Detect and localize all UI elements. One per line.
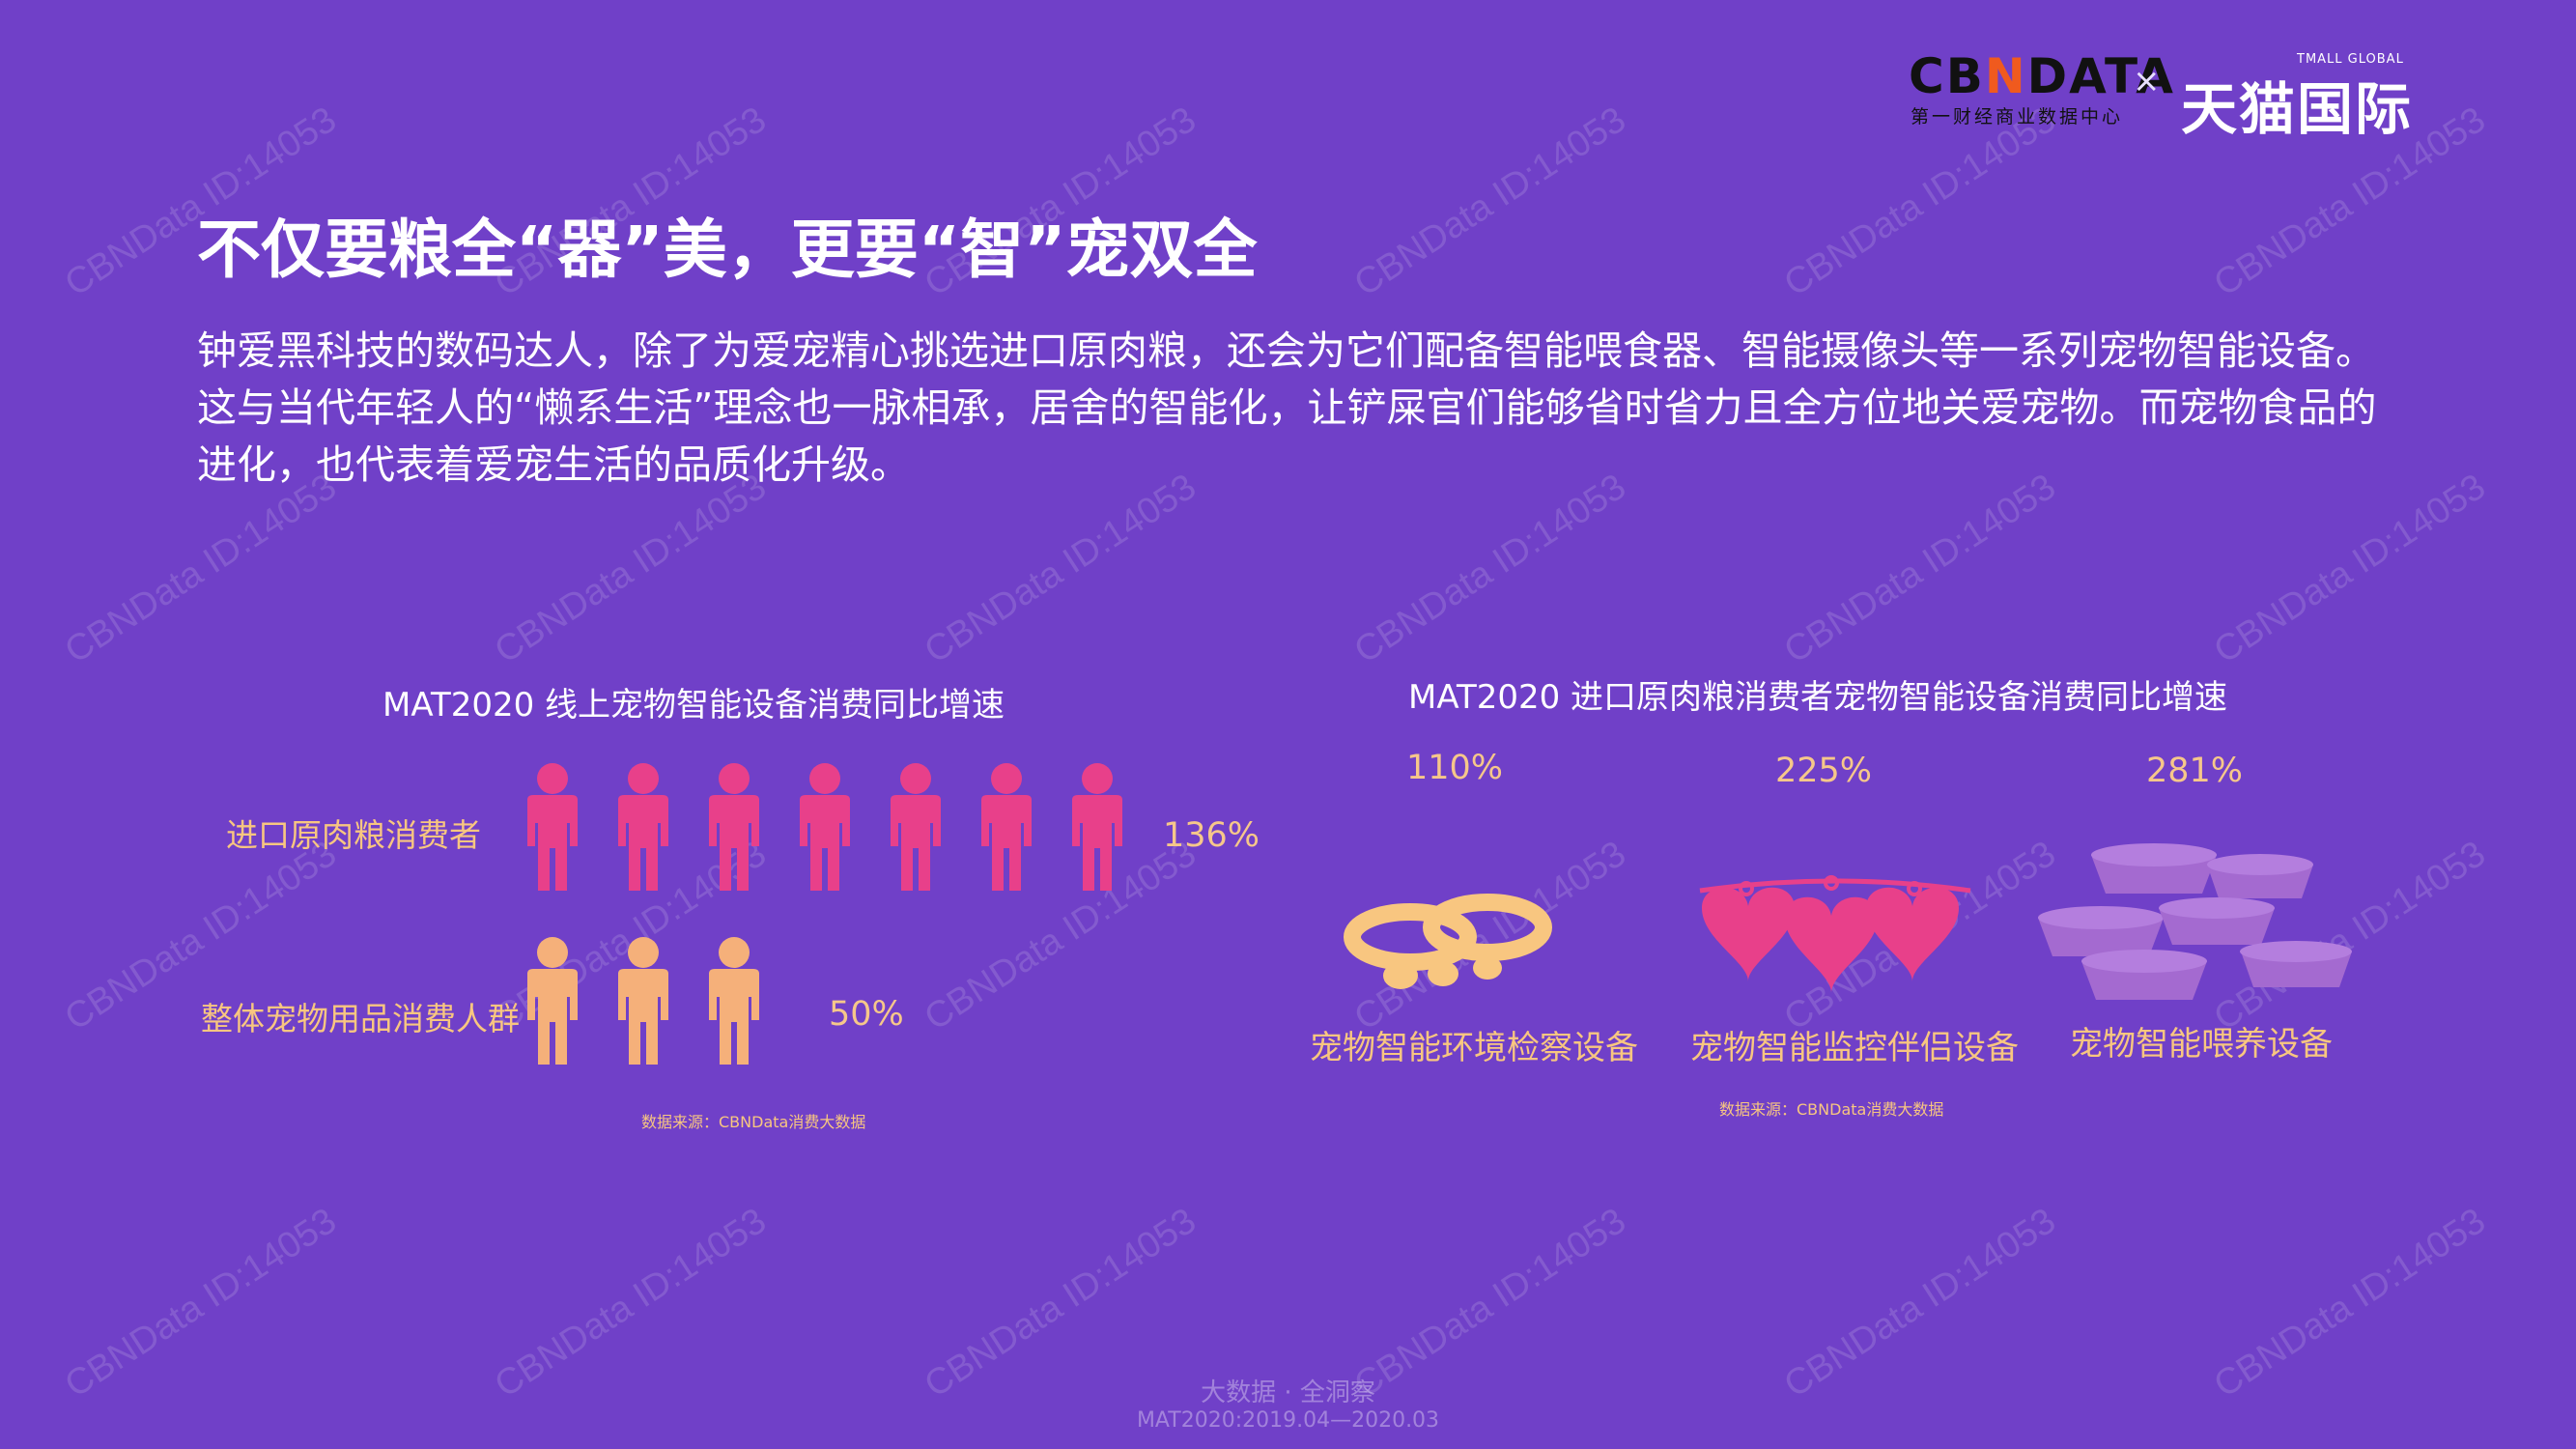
person-icon — [800, 763, 850, 891]
cbndata-logo-pre: CB — [1909, 48, 1985, 104]
footer-period: MAT2020:2019.04—2020.03 — [1136, 1408, 1440, 1433]
tmall-global-logo: 天猫国际 — [2181, 76, 2414, 142]
right-chart-value-3: 281% — [2146, 752, 2244, 790]
watermark-text: CBNData ID:14053 — [488, 466, 774, 672]
cbndata-logo-n: N — [1984, 48, 2027, 104]
left-chart-value-1: 136% — [1163, 816, 1260, 855]
left-chart-source: 数据来源：CBNData消费大数据 — [641, 1113, 866, 1131]
watermark-text: CBNData ID:14053 — [1347, 466, 1633, 672]
person-icon — [709, 763, 759, 891]
left-chart-icon-bars — [527, 763, 1122, 1065]
person-icon — [891, 763, 941, 891]
watermark-text: CBNData ID:14053 — [58, 466, 344, 672]
person-icon — [709, 937, 759, 1065]
heart-garland-icon — [1699, 875, 1971, 993]
watermark-text: CBNData ID:14053 — [1777, 99, 2063, 305]
right-chart-category-2: 宠物智能监控伴侣设备 — [1690, 1029, 2019, 1067]
watermark-text: CBNData ID:14053 — [1347, 99, 1633, 305]
collar-icon — [1344, 894, 1552, 989]
person-icon — [618, 763, 668, 891]
watermark-text: CBNData ID:14053 — [1777, 466, 2063, 672]
right-chart-value-1: 110% — [1406, 749, 1504, 787]
food-bowls-icon — [2038, 843, 2352, 1000]
cbndata-logo-post: DATA — [2026, 48, 2175, 104]
logo-separator: × — [2133, 62, 2161, 100]
left-chart-category-2: 整体宠物用品消费人群 — [201, 1000, 520, 1037]
footer-slogan: 大数据 · 全洞察 — [1201, 1378, 1375, 1407]
right-chart-category-1: 宠物智能环境检察设备 — [1310, 1029, 1638, 1067]
left-chart-title: MAT2020 线上宠物智能设备消费同比增速 — [382, 686, 1005, 724]
person-icon — [527, 937, 578, 1065]
intro-paragraph: 钟爱黑科技的数码达人，除了为爱宠精心挑选进口原肉粮，还会为它们配备智能喂食器、智… — [197, 327, 2377, 488]
right-chart-category-3: 宠物智能喂养设备 — [2070, 1025, 2333, 1064]
right-chart-title: MAT2020 进口原肉粮消费者宠物智能设备消费同比增速 — [1408, 678, 2228, 717]
page-title: 不仅要粮全“器”美，更要“智”宠双全 — [197, 213, 1258, 287]
person-icon — [618, 937, 668, 1065]
watermark-text: CBNData ID:14053 — [918, 466, 1203, 672]
left-chart-category-1: 进口原肉粮消费者 — [226, 816, 481, 854]
person-icon — [981, 763, 1032, 891]
person-icon — [527, 763, 578, 891]
left-chart-value-2: 50% — [829, 995, 904, 1034]
right-chart-source: 数据来源：CBNData消费大数据 — [1719, 1100, 1944, 1119]
person-icon — [1072, 763, 1122, 891]
watermark-text: CBNData ID:14053 — [2207, 466, 2493, 672]
cbndata-logo-subtitle: 第一财经商业数据中心 — [1911, 106, 2124, 128]
right-chart-value-2: 225% — [1775, 752, 1873, 790]
cbndata-logo: CBNDATA — [1909, 48, 2175, 104]
tmall-global-small-text: TMALL GLOBAL — [2297, 52, 2404, 67]
